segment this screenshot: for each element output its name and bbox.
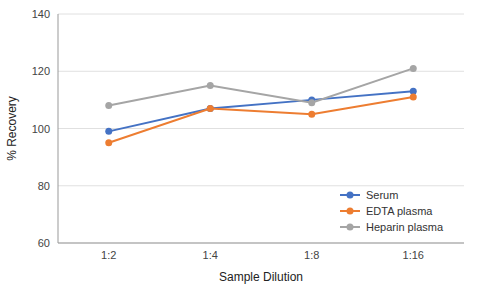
series-marker — [207, 105, 214, 112]
chart-container: 60 80 100 120 140 1:2 1:4 1:8 1:16 Sample Dilutio… — [0, 0, 480, 289]
chart: 60 80 100 120 140 1:2 1:4 1:8 1:16 Sample Dilutio… — [0, 0, 480, 289]
series-marker — [105, 139, 112, 146]
series-marker — [308, 99, 315, 106]
x-tick-label: 1:2 — [101, 249, 116, 261]
legend-label: EDTA plasma — [366, 205, 433, 217]
series-marker — [410, 65, 417, 72]
y-tick-label: 80 — [38, 180, 50, 192]
y-tick-label: 100 — [32, 123, 50, 135]
series-marker — [105, 128, 112, 135]
y-tick-label: 60 — [38, 237, 50, 249]
plot-area — [105, 65, 417, 146]
grid-line — [58, 14, 464, 15]
y-axis-label: % Recovery — [5, 96, 19, 161]
y-tick-label: 120 — [32, 65, 50, 77]
series-marker — [410, 94, 417, 101]
series-line — [109, 97, 414, 143]
legend-label: Serum — [366, 189, 398, 201]
y-axis-line — [58, 14, 59, 243]
series-marker — [207, 105, 214, 112]
series-marker — [308, 111, 315, 118]
legend-label: Heparin plasma — [366, 221, 444, 233]
legend-marker — [347, 208, 354, 215]
x-tick-label: 1:4 — [203, 249, 218, 261]
x-axis-label: Sample Dilution — [219, 270, 303, 284]
x-axis-line — [58, 243, 464, 244]
grid-line — [58, 185, 464, 186]
x-tick-label: 1:8 — [304, 249, 319, 261]
series-marker — [105, 102, 112, 109]
y-tick-label: 140 — [32, 8, 50, 20]
legend-marker — [347, 224, 354, 231]
series-line — [109, 68, 414, 105]
grid-line — [58, 243, 464, 244]
series-marker — [207, 82, 214, 89]
legend: Serum EDTA plasma Heparin plasma — [340, 189, 444, 233]
x-tick-label: 1:16 — [403, 249, 424, 261]
legend-marker — [347, 192, 354, 199]
